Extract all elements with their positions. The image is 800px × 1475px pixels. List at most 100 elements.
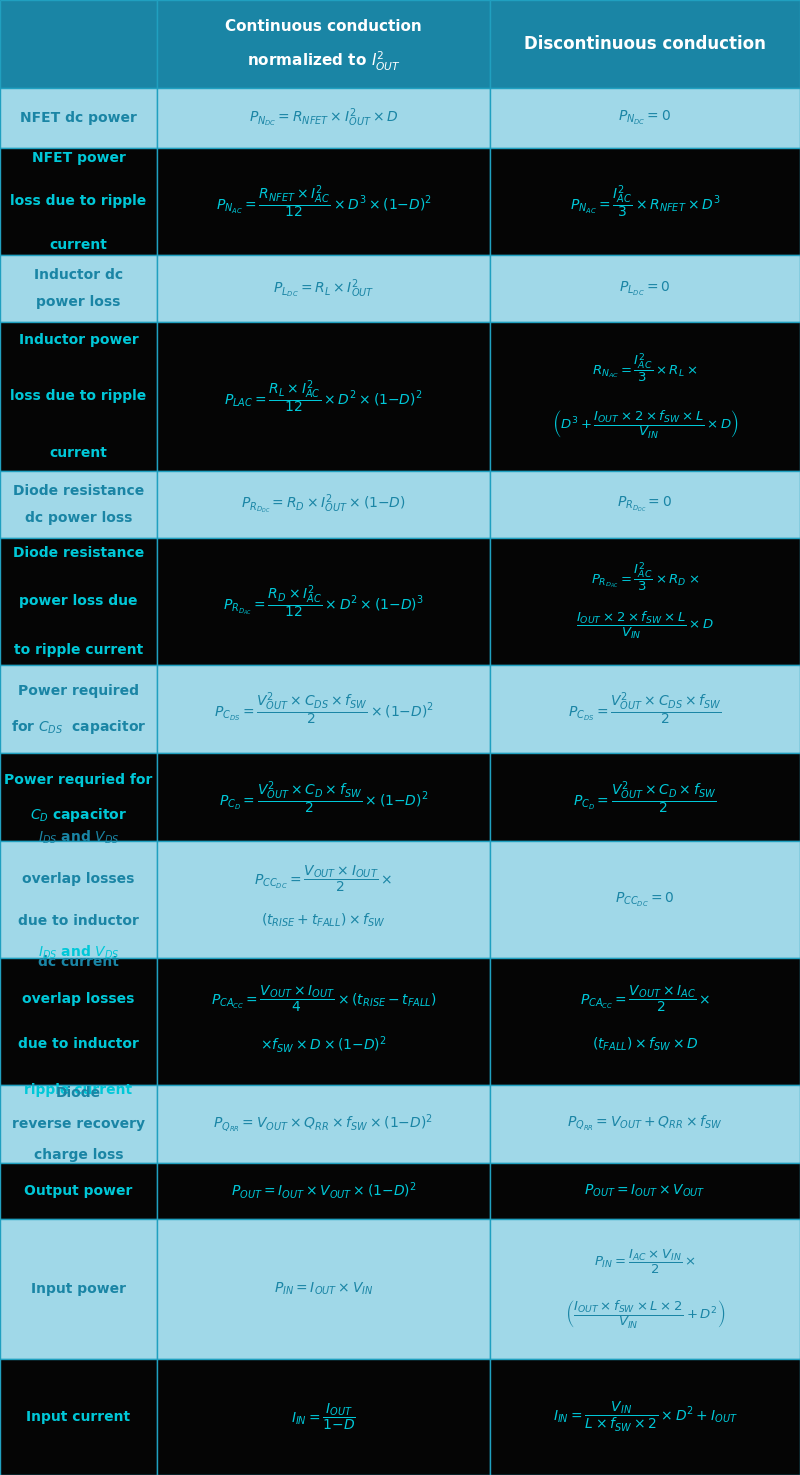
- Text: $P_{L_{DC}} = 0$: $P_{L_{DC}} = 0$: [619, 280, 670, 298]
- Text: $(t_{RISE} + t_{FALL}) \times f_{SW}$: $(t_{RISE} + t_{FALL}) \times f_{SW}$: [262, 912, 386, 929]
- Bar: [0, 1086, 157, 1162]
- Bar: [490, 957, 800, 1086]
- Bar: [0, 1218, 157, 1358]
- Text: $P_{Q_{RR}} = V_{OUT} \times Q_{RR} \times f_{SW} \times (1{-}D)^{2}$: $P_{Q_{RR}} = V_{OUT} \times Q_{RR} \tim…: [214, 1112, 434, 1136]
- Bar: [157, 1218, 490, 1358]
- Bar: [157, 88, 490, 148]
- Text: $\left(\dfrac{I_{OUT} \times f_{SW} \times L \times 2}{V_{IN}} + D^{2}\right)$: $\left(\dfrac{I_{OUT} \times f_{SW} \tim…: [565, 1299, 725, 1332]
- Text: $P_{IN} = I_{OUT} \times V_{IN}$: $P_{IN} = I_{OUT} \times V_{IN}$: [274, 1280, 374, 1297]
- Text: Input current: Input current: [26, 1410, 130, 1423]
- Text: $P_{OUT} = I_{OUT} \times V_{OUT}$: $P_{OUT} = I_{OUT} \times V_{OUT}$: [584, 1183, 706, 1199]
- Text: $I_{IN} = \dfrac{V_{IN}}{L \times f_{SW} \times 2} \times D^{2} + I_{OUT}$: $I_{IN} = \dfrac{V_{IN}}{L \times f_{SW}…: [553, 1400, 738, 1434]
- Bar: [157, 471, 490, 537]
- Bar: [157, 1358, 490, 1475]
- Bar: [157, 1086, 490, 1162]
- Text: current: current: [50, 445, 107, 460]
- Bar: [490, 322, 800, 471]
- Text: $P_{N_{AC}} = \dfrac{R_{NFET}\times I_{AC}^{2}}{12} \times D^{3} \times (1{-}D)^: $P_{N_{AC}} = \dfrac{R_{NFET}\times I_{A…: [215, 183, 431, 220]
- Text: Diode resistance: Diode resistance: [13, 546, 144, 560]
- Text: ripple current: ripple current: [25, 1083, 133, 1097]
- Text: $I_{DS}$ and $V_{DS}$: $I_{DS}$ and $V_{DS}$: [38, 944, 119, 962]
- Bar: [0, 1358, 157, 1475]
- Bar: [490, 665, 800, 754]
- Text: $P_{CC_{DC}} = \dfrac{V_{OUT} \times I_{OUT}}{2} \times$: $P_{CC_{DC}} = \dfrac{V_{OUT} \times I_{…: [254, 863, 393, 894]
- Bar: [157, 957, 490, 1086]
- Text: $P_{LAC} = \dfrac{R_L \times I_{AC}^{2}}{12} \times D^{2} \times (1{-}D)^{2}$: $P_{LAC} = \dfrac{R_L \times I_{AC}^{2}}…: [224, 378, 422, 414]
- Text: $I_{DS}$ and $V_{DS}$: $I_{DS}$ and $V_{DS}$: [38, 827, 119, 845]
- Bar: [0, 471, 157, 537]
- Text: $P_{C_D} = \dfrac{V_{OUT}^{2} \times C_D \times f_{SW}}{2} \times (1{-}D)^{2}$: $P_{C_D} = \dfrac{V_{OUT}^{2} \times C_D…: [218, 779, 428, 816]
- Bar: [490, 148, 800, 255]
- Text: $P_{R_{D_{AC}}} = \dfrac{I_{AC}^{2}}{3} \times R_D \times$: $P_{R_{D_{AC}}} = \dfrac{I_{AC}^{2}}{3} …: [591, 560, 699, 593]
- Bar: [157, 322, 490, 471]
- Bar: [0, 537, 157, 665]
- Bar: [157, 537, 490, 665]
- Text: NFET power: NFET power: [31, 152, 126, 165]
- Text: Continuous conduction: Continuous conduction: [225, 19, 422, 34]
- Text: $C_D$ capacitor: $C_D$ capacitor: [30, 805, 127, 825]
- Text: $P_{R_{D_{DC}}} = R_D \times I_{OUT}^{2} \times (1{-}D)$: $P_{R_{D_{DC}}} = R_D \times I_{OUT}^{2}…: [241, 493, 406, 516]
- Bar: [490, 0, 800, 88]
- Text: Diode: Diode: [56, 1086, 101, 1100]
- Bar: [157, 841, 490, 957]
- Text: $P_{CC_{DC}} = 0$: $P_{CC_{DC}} = 0$: [615, 891, 674, 909]
- Bar: [490, 841, 800, 957]
- Text: loss due to ripple: loss due to ripple: [10, 389, 146, 404]
- Bar: [0, 255, 157, 322]
- Text: $P_{OUT} = I_{OUT} \times V_{OUT} \times (1{-}D)^{2}$: $P_{OUT} = I_{OUT} \times V_{OUT} \times…: [230, 1180, 416, 1201]
- Text: NFET dc power: NFET dc power: [20, 111, 137, 125]
- Text: $P_{L_{DC}} = R_L \times I_{OUT}^{2}$: $P_{L_{DC}} = R_L \times I_{OUT}^{2}$: [273, 277, 374, 299]
- Text: $P_{N_{AC}} = \dfrac{I_{AC}^{2}}{3} \times R_{NFET}\times D^{3}$: $P_{N_{AC}} = \dfrac{I_{AC}^{2}}{3} \tim…: [570, 183, 720, 220]
- Text: power loss due: power loss due: [19, 594, 138, 608]
- Text: due to inductor: due to inductor: [18, 1037, 139, 1052]
- Text: Output power: Output power: [24, 1183, 133, 1198]
- Bar: [490, 537, 800, 665]
- Text: $(t_{FALL}) \times f_{SW} \times D$: $(t_{FALL}) \times f_{SW} \times D$: [591, 1035, 698, 1053]
- Bar: [157, 754, 490, 841]
- Bar: [157, 665, 490, 754]
- Bar: [157, 0, 490, 88]
- Text: dc power loss: dc power loss: [25, 510, 132, 525]
- Bar: [0, 841, 157, 957]
- Text: charge loss: charge loss: [34, 1148, 123, 1162]
- Text: overlap losses: overlap losses: [22, 991, 134, 1006]
- Text: for $C_{DS}$  capacitor: for $C_{DS}$ capacitor: [10, 718, 146, 736]
- Text: $P_{C_{DS}} = \dfrac{V_{OUT}^{2} \times C_{DS} \times f_{SW}}{2}$: $P_{C_{DS}} = \dfrac{V_{OUT}^{2} \times …: [568, 690, 722, 727]
- Bar: [0, 0, 157, 88]
- Text: $P_{C_{DS}} = \dfrac{V_{OUT}^{2} \times C_{DS} \times f_{SW}}{2} \times (1{-}D)^: $P_{C_{DS}} = \dfrac{V_{OUT}^{2} \times …: [214, 690, 434, 727]
- Text: $\times f_{SW} \times D\times (1{-}D)^{2}$: $\times f_{SW} \times D\times (1{-}D)^{2…: [260, 1034, 387, 1055]
- Text: $\left(D^{3} + \dfrac{I_{OUT}\times 2 \times f_{SW}\times L}{V_{IN}} \times D\ri: $\left(D^{3} + \dfrac{I_{OUT}\times 2 \t…: [552, 409, 738, 441]
- Bar: [0, 148, 157, 255]
- Text: Input power: Input power: [31, 1282, 126, 1295]
- Bar: [490, 1086, 800, 1162]
- Bar: [490, 1358, 800, 1475]
- Text: normalized to $I_{OUT}^{2}$: normalized to $I_{OUT}^{2}$: [246, 50, 401, 74]
- Text: Inductor power: Inductor power: [18, 333, 138, 347]
- Bar: [490, 88, 800, 148]
- Bar: [157, 148, 490, 255]
- Bar: [0, 957, 157, 1086]
- Text: $P_{Q_{RR}} = V_{OUT} + Q_{RR} \times f_{SW}$: $P_{Q_{RR}} = V_{OUT} + Q_{RR} \times f_…: [567, 1114, 723, 1133]
- Text: $P_{IN} = \dfrac{I_{AC} \times V_{IN}}{2} \times$: $P_{IN} = \dfrac{I_{AC} \times V_{IN}}{2…: [594, 1248, 696, 1276]
- Bar: [0, 1162, 157, 1218]
- Bar: [490, 1218, 800, 1358]
- Text: power loss: power loss: [36, 295, 121, 310]
- Text: Power required: Power required: [18, 684, 139, 698]
- Text: $P_{CA_{CC}} = \dfrac{V_{OUT} \times I_{AC}}{2} \times$: $P_{CA_{CC}} = \dfrac{V_{OUT} \times I_{…: [580, 984, 710, 1013]
- Bar: [157, 1162, 490, 1218]
- Text: $I_{IN} = \dfrac{I_{OUT}}{1{-}D}$: $I_{IN} = \dfrac{I_{OUT}}{1{-}D}$: [291, 1401, 356, 1432]
- Bar: [157, 255, 490, 322]
- Text: overlap losses: overlap losses: [22, 872, 134, 885]
- Text: $P_{C_D} = \dfrac{V_{OUT}^{2} \times C_D \times f_{SW}}{2}$: $P_{C_D} = \dfrac{V_{OUT}^{2} \times C_D…: [574, 779, 717, 816]
- Bar: [0, 88, 157, 148]
- Text: $P_{N_{DC}} = 0$: $P_{N_{DC}} = 0$: [618, 109, 671, 127]
- Text: reverse recovery: reverse recovery: [12, 1117, 145, 1131]
- Text: Inductor dc: Inductor dc: [34, 268, 123, 282]
- Text: loss due to ripple: loss due to ripple: [10, 195, 146, 208]
- Bar: [0, 665, 157, 754]
- Bar: [0, 754, 157, 841]
- Text: $P_{R_{D_{DC}}} = 0$: $P_{R_{D_{DC}}} = 0$: [618, 494, 673, 513]
- Bar: [490, 255, 800, 322]
- Text: due to inductor: due to inductor: [18, 913, 139, 928]
- Text: $R_{N_{AC}} = \dfrac{I_{AC}^{2}}{3} \times R_L \times$: $R_{N_{AC}} = \dfrac{I_{AC}^{2}}{3} \tim…: [592, 351, 698, 385]
